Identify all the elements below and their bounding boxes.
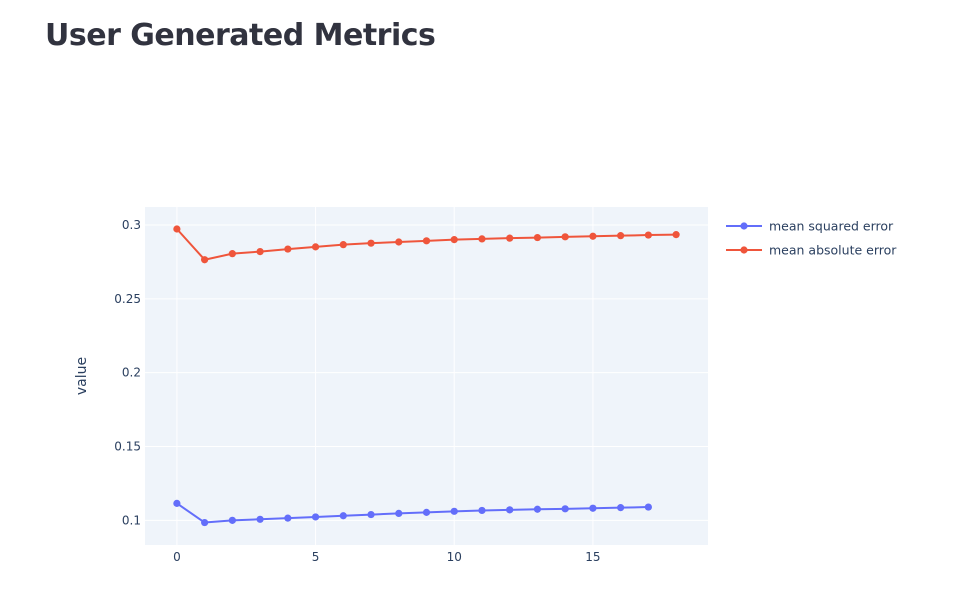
data-point[interactable] — [228, 250, 236, 258]
data-point[interactable] — [284, 514, 292, 522]
data-point[interactable] — [644, 503, 652, 511]
data-point[interactable] — [478, 235, 486, 243]
data-point[interactable] — [589, 232, 597, 240]
legend[interactable]: mean squared error mean absolute error — [726, 219, 897, 258]
data-point[interactable] — [617, 504, 625, 512]
data-point[interactable] — [367, 510, 375, 519]
data-point[interactable] — [256, 247, 264, 256]
data-point[interactable] — [311, 513, 320, 521]
legend-marker — [740, 222, 748, 230]
y-tick-label: 0.25 — [114, 292, 141, 306]
data-point[interactable] — [201, 256, 209, 264]
plot-background — [145, 207, 708, 545]
y-tick-label: 0.3 — [122, 218, 141, 232]
data-point[interactable] — [173, 499, 181, 507]
data-point[interactable] — [644, 231, 652, 239]
series-lines — [173, 225, 680, 527]
y-tick-labels: 0.1 0.15 0.2 0.25 0.3 — [114, 218, 141, 527]
data-point[interactable] — [284, 245, 292, 253]
data-point[interactable] — [506, 506, 514, 514]
x-tick-label: 10 — [447, 550, 462, 564]
y-tick-label: 0.15 — [114, 440, 141, 454]
data-point[interactable] — [589, 504, 597, 512]
data-point[interactable] — [395, 509, 403, 518]
legend-item-label[interactable]: mean absolute error — [769, 243, 897, 258]
data-point[interactable] — [450, 507, 458, 515]
data-point[interactable] — [561, 505, 569, 513]
data-point[interactable] — [506, 234, 514, 242]
legend-marker — [740, 246, 748, 254]
y-tick-label: 0.2 — [122, 366, 141, 380]
data-point[interactable] — [672, 231, 680, 239]
data-point[interactable] — [395, 238, 403, 246]
data-point[interactable] — [311, 243, 320, 251]
data-point[interactable] — [339, 512, 347, 520]
page-title: User Generated Metrics — [45, 18, 436, 53]
data-point[interactable] — [201, 518, 209, 527]
data-point[interactable] — [561, 233, 569, 241]
x-tick-label: 5 — [312, 550, 320, 564]
data-point[interactable] — [339, 241, 347, 249]
data-point[interactable] — [367, 239, 375, 247]
x-tick-label: 15 — [585, 550, 600, 564]
x-tick-label: 0 — [173, 550, 181, 564]
data-point[interactable] — [478, 506, 486, 515]
data-point[interactable] — [228, 516, 236, 524]
series-line-0 — [176, 502, 649, 524]
data-point[interactable] — [422, 508, 431, 516]
x-tick-labels: 0 5 10 15 — [173, 550, 600, 564]
data-point[interactable] — [533, 505, 542, 513]
data-point[interactable] — [450, 236, 458, 244]
data-point[interactable] — [256, 515, 264, 523]
y-tick-label: 0.1 — [122, 513, 141, 527]
y-axis-title: value — [74, 357, 90, 395]
data-point[interactable] — [422, 237, 431, 245]
data-point[interactable] — [617, 232, 625, 240]
legend-item-label[interactable]: mean squared error — [769, 219, 894, 234]
data-point[interactable] — [173, 225, 181, 233]
data-point[interactable] — [533, 233, 542, 242]
